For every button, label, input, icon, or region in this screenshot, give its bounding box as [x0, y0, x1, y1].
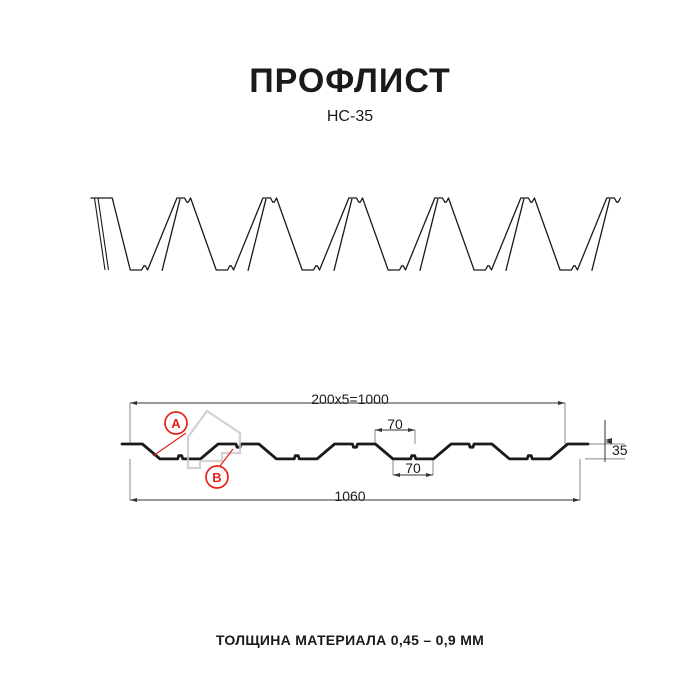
svg-text:A: A: [171, 416, 181, 431]
svg-text:B: B: [212, 470, 221, 485]
